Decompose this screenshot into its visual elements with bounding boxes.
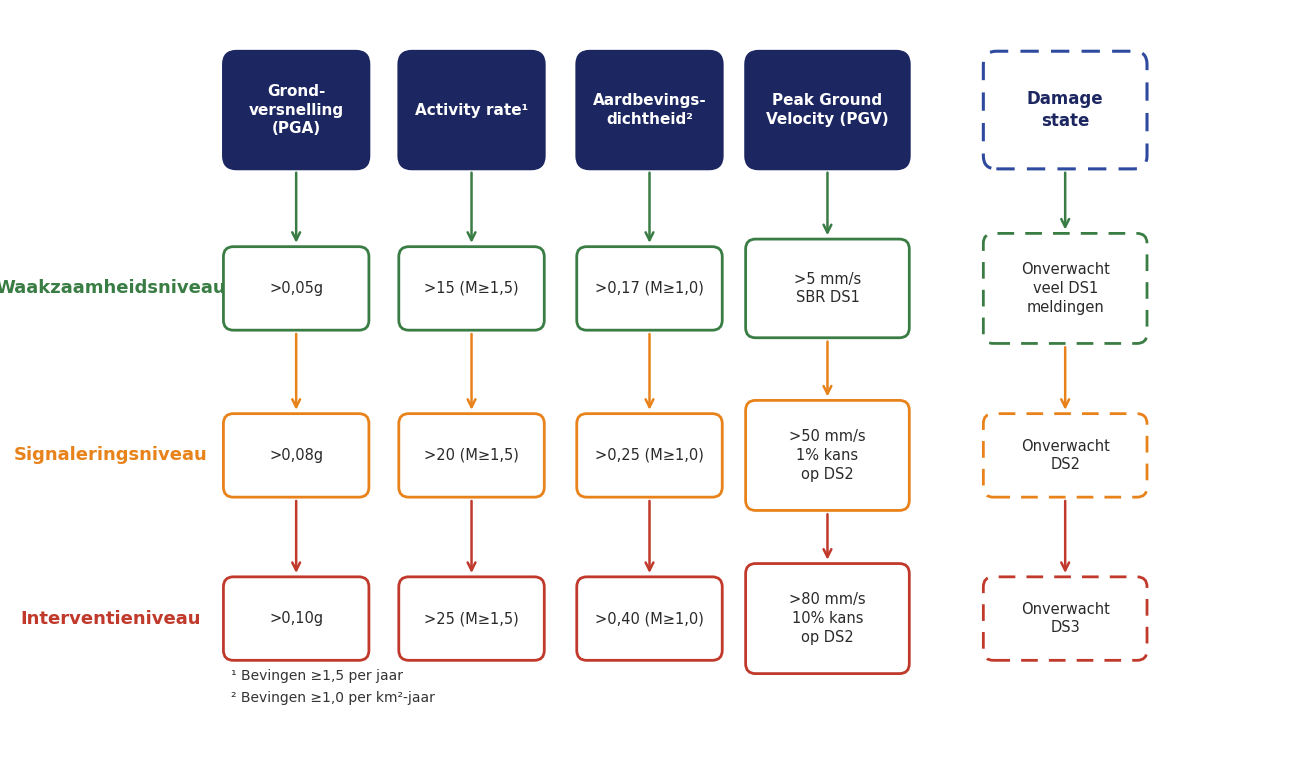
FancyBboxPatch shape <box>983 52 1147 169</box>
Text: >0,08g: >0,08g <box>269 448 323 463</box>
FancyBboxPatch shape <box>577 52 722 169</box>
Text: Onverwacht
DS2: Onverwacht DS2 <box>1021 439 1109 472</box>
Text: Grond-
versnelling
(PGA): Grond- versnelling (PGA) <box>248 84 344 136</box>
Text: >5 mm/s
SBR DS1: >5 mm/s SBR DS1 <box>794 272 861 305</box>
Text: ² Bevingen ≥1,0 per km²-jaar: ² Bevingen ≥1,0 per km²-jaar <box>231 691 435 705</box>
Text: Onverwacht
DS3: Onverwacht DS3 <box>1021 602 1109 635</box>
FancyBboxPatch shape <box>746 52 909 169</box>
FancyBboxPatch shape <box>399 577 544 660</box>
FancyBboxPatch shape <box>983 234 1147 343</box>
Text: Signaleringsniveau: Signaleringsniveau <box>13 446 208 465</box>
FancyBboxPatch shape <box>223 247 369 330</box>
Text: >0,40 (M≥1,0): >0,40 (M≥1,0) <box>595 611 704 626</box>
FancyBboxPatch shape <box>399 247 544 330</box>
FancyBboxPatch shape <box>746 401 909 510</box>
FancyBboxPatch shape <box>746 563 909 674</box>
FancyBboxPatch shape <box>746 239 909 338</box>
FancyBboxPatch shape <box>399 52 544 169</box>
Text: >80 mm/s
10% kans
op DS2: >80 mm/s 10% kans op DS2 <box>790 593 865 644</box>
Text: Aardbevings-
dichtheid²: Aardbevings- dichtheid² <box>592 93 707 127</box>
Text: >0,05g: >0,05g <box>269 281 323 296</box>
Text: >0,25 (M≥1,0): >0,25 (M≥1,0) <box>595 448 704 463</box>
Text: ¹ Bevingen ≥1,5 per jaar: ¹ Bevingen ≥1,5 per jaar <box>231 669 403 682</box>
Text: >25 (M≥1,5): >25 (M≥1,5) <box>425 611 518 626</box>
Text: >15 (M≥1,5): >15 (M≥1,5) <box>425 281 518 296</box>
Text: >50 mm/s
1% kans
op DS2: >50 mm/s 1% kans op DS2 <box>790 430 865 481</box>
Text: >0,17 (M≥1,0): >0,17 (M≥1,0) <box>595 281 704 296</box>
Text: Onverwacht
veel DS1
meldingen: Onverwacht veel DS1 meldingen <box>1021 263 1109 314</box>
FancyBboxPatch shape <box>223 414 369 497</box>
Text: Waakzaamheidsniveau: Waakzaamheidsniveau <box>0 279 226 298</box>
Text: Activity rate¹: Activity rate¹ <box>414 102 529 118</box>
Text: Damage
state: Damage state <box>1028 90 1103 130</box>
FancyBboxPatch shape <box>223 52 369 169</box>
FancyBboxPatch shape <box>983 577 1147 660</box>
Text: >0,10g: >0,10g <box>269 611 323 626</box>
Text: >20 (M≥1,5): >20 (M≥1,5) <box>423 448 520 463</box>
FancyBboxPatch shape <box>577 577 722 660</box>
FancyBboxPatch shape <box>223 577 369 660</box>
FancyBboxPatch shape <box>983 414 1147 497</box>
Text: Peak Ground
Velocity (PGV): Peak Ground Velocity (PGV) <box>766 93 889 127</box>
FancyBboxPatch shape <box>577 247 722 330</box>
Text: Interventieniveau: Interventieniveau <box>21 609 200 628</box>
FancyBboxPatch shape <box>577 414 722 497</box>
FancyBboxPatch shape <box>399 414 544 497</box>
